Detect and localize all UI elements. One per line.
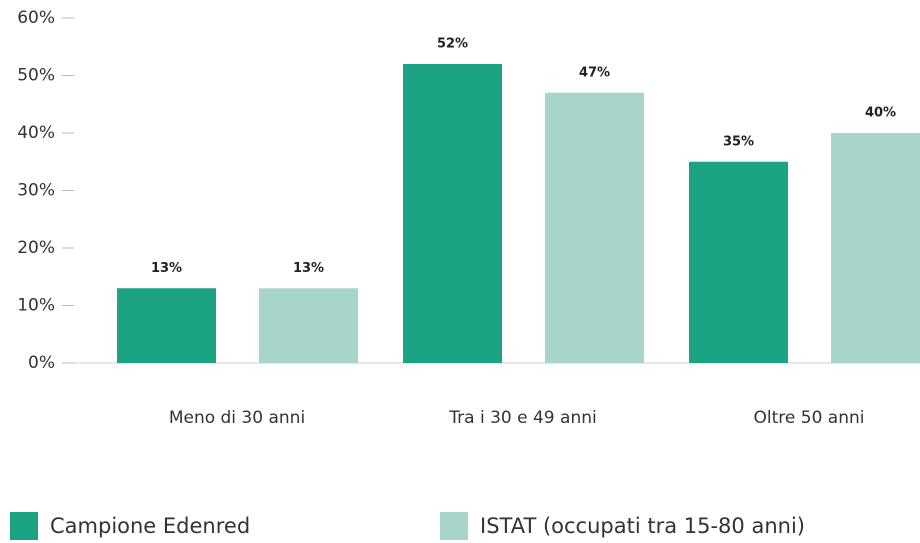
y-tick-label: 40% — [17, 123, 55, 143]
y-tick-label: 20% — [17, 238, 55, 258]
bar — [117, 288, 216, 363]
x-tick-label: Oltre 50 anni — [754, 408, 865, 428]
value-label: 35% — [723, 134, 754, 149]
value-label: 47% — [579, 65, 610, 80]
value-label: 40% — [865, 106, 896, 121]
value-label: 52% — [437, 37, 468, 52]
legend-swatch — [440, 512, 468, 540]
bar — [403, 64, 502, 363]
y-tick-label: 0% — [28, 353, 55, 373]
y-tick-label: 50% — [17, 66, 55, 86]
y-tick-label: 30% — [17, 181, 55, 201]
x-tick-label: Tra i 30 e 49 anni — [448, 408, 596, 428]
legend-label: Campione Edenred — [50, 514, 250, 538]
x-tick-label: Meno di 30 anni — [169, 408, 305, 428]
y-tick-label: 10% — [17, 296, 55, 316]
legend-label: ISTAT (occupati tra 15-80 anni) — [480, 514, 805, 538]
bar — [831, 133, 920, 363]
bar — [259, 288, 358, 363]
value-label: 13% — [151, 261, 182, 276]
bar — [689, 161, 788, 363]
bar — [545, 92, 644, 363]
legend-swatch — [10, 512, 38, 540]
y-tick-label: 60% — [17, 8, 55, 28]
value-label: 13% — [293, 261, 324, 276]
